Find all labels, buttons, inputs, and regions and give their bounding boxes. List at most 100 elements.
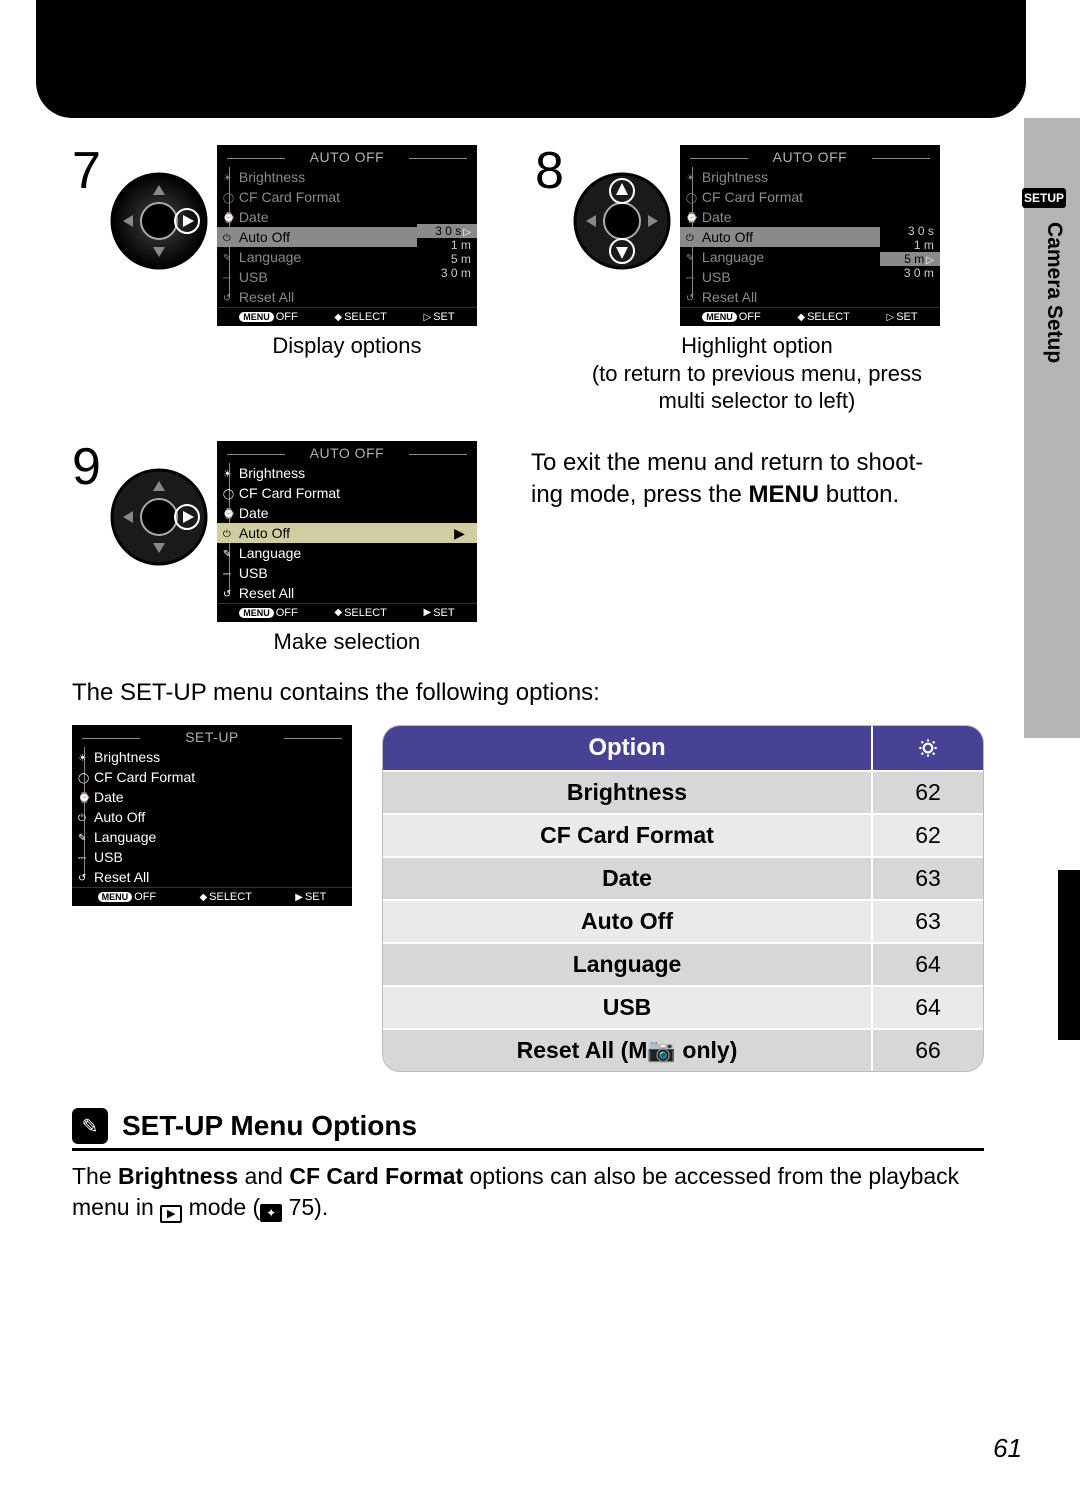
opt-page: 66 [873,1030,983,1071]
opt-page: 62 [873,772,983,813]
side-tag: SETUP [1022,188,1066,208]
lcd-footer: MENUOFF ◆SELECT ▷SET [217,307,477,326]
lcd-title: AUTO OFF [217,149,477,167]
lcd-value: 1 m [880,238,940,252]
lcd-item: Reset All [239,584,471,602]
section-header: ✎ SET-UP Menu Options [72,1108,984,1151]
lcd-item: CF Card Format [239,484,471,502]
step-number: 9 [72,441,101,493]
opt-page: 63 [873,858,983,899]
side-grey-bar [1024,118,1080,738]
table-row: Date63 [383,856,983,899]
lcd-item: Reset All [702,288,874,306]
page-number: 61 [993,1433,1022,1464]
lcd-item: Brightness [94,748,346,766]
opt-page: 64 [873,987,983,1028]
lcd-item: Language [239,248,411,266]
lcd-title: SET-UP [72,729,352,747]
lcd-screenshot-setup: SET-UP ☀Brightness ◯CF Card Format ⌚Date… [72,725,352,906]
opt-name: Auto Off [383,901,871,942]
lcd-item: Date [702,208,874,226]
lcd-item: Language [702,248,874,266]
exit-instruction: To exit the menu and return to shoot- in… [531,441,984,512]
lcd-item: Auto Off [239,524,454,542]
opt-name: USB [383,987,871,1028]
opt-name: Reset All (M📷 only) [383,1030,871,1071]
section-title: SET-UP Menu Options [122,1110,417,1142]
step-7: 7 [72,145,517,415]
step-caption: Make selection [217,628,477,656]
lcd-value: 3 0 s▷ [417,224,477,238]
lcd-value: 5 m▷ [880,252,940,266]
section-body: The Brightness and CF Card Format option… [72,1161,984,1223]
opt-name: Date [383,858,871,899]
lcd-footer: MENUOFF ◆SELECT ▷SET [680,307,940,326]
step-9: 9 [72,441,517,656]
lcd-item: Auto Off [94,808,346,826]
options-table: Option Brightness62 CF Card Format62 Dat… [382,725,984,1072]
lcd-item: Reset All [94,868,346,886]
lcd-item: USB [94,848,346,866]
lcd-item: Auto Off [239,228,411,246]
multi-selector-icon [572,171,672,271]
opt-page: 62 [873,815,983,856]
opt-page: 64 [873,944,983,985]
step-caption: Highlight option (to return to previous … [572,332,942,415]
lcd-screenshot-9: AUTO OFF ☀Brightness ◯CF Card Format ⌚Da… [217,441,477,622]
table-header: Option [383,726,983,770]
lcd-item: Language [239,544,471,562]
lcd-footer: MENUOFF ◆SELECT ▶SET [217,603,477,622]
multi-selector-icon [109,467,209,567]
options-row: SET-UP ☀Brightness ◯CF Card Format ⌚Date… [72,725,984,1072]
header-option: Option [383,726,871,770]
lcd-item: Date [239,504,471,522]
page-content: 7 [72,145,984,1223]
lcd-value: 1 m [417,238,477,252]
lcd-value: 3 0 m [417,266,477,280]
lcd-screenshot-8: AUTO OFF ☀Brightness ◯CF Card Format ⌚Da… [680,145,940,326]
intro-text: The SET-UP menu contains the following o… [72,679,984,707]
lcd-item: USB [239,564,471,582]
lcd-item: Brightness [239,168,411,186]
multi-selector-icon [109,171,209,271]
lcd-item: CF Card Format [239,188,411,206]
lcd-item: USB [239,268,411,286]
lcd-value: 3 0 s [880,224,940,238]
lcd-footer: MENUOFF ◆SELECT ▶SET [72,887,352,906]
steps-row-7-8: 7 [72,145,984,415]
header-page-icon [873,726,983,770]
opt-name: CF Card Format [383,815,871,856]
table-row: CF Card Format62 [383,813,983,856]
thumb-tab [1058,870,1080,1040]
step-9-row: 9 [72,441,984,656]
lcd-item: Date [239,208,411,226]
step-8: 8 [535,145,980,415]
lcd-item: Brightness [702,168,874,186]
page-header-black [36,0,1026,118]
lcd-screenshot-7: AUTO OFF ☀Brightness ◯CF Card Format ⌚Da… [217,145,477,326]
table-row: Reset All (M📷 only)66 [383,1028,983,1071]
side-label: Camera Setup [1042,222,1066,363]
page-ref-icon: ✦ [260,1204,282,1222]
lcd-value: 3 0 m [880,266,940,280]
opt-name: Language [383,944,871,985]
table-row: Brightness62 [383,770,983,813]
lcd-item: USB [702,268,874,286]
lcd-item: Reset All [239,288,411,306]
table-row: Auto Off63 [383,899,983,942]
opt-name: Brightness [383,772,871,813]
step-caption: Display options [217,332,477,360]
lcd-value: 5 m [417,252,477,266]
table-row: Language64 [383,942,983,985]
opt-page: 63 [873,901,983,942]
note-icon: ✎ [72,1108,108,1144]
lcd-item: Date [94,788,346,806]
step-number: 7 [72,145,101,197]
lcd-item: CF Card Format [94,768,346,786]
playback-icon: ▶ [160,1205,182,1223]
lcd-item: CF Card Format [702,188,874,206]
lcd-item: Language [94,828,346,846]
lcd-item: Brightness [239,464,471,482]
lcd-title: AUTO OFF [680,149,940,167]
table-row: USB64 [383,985,983,1028]
